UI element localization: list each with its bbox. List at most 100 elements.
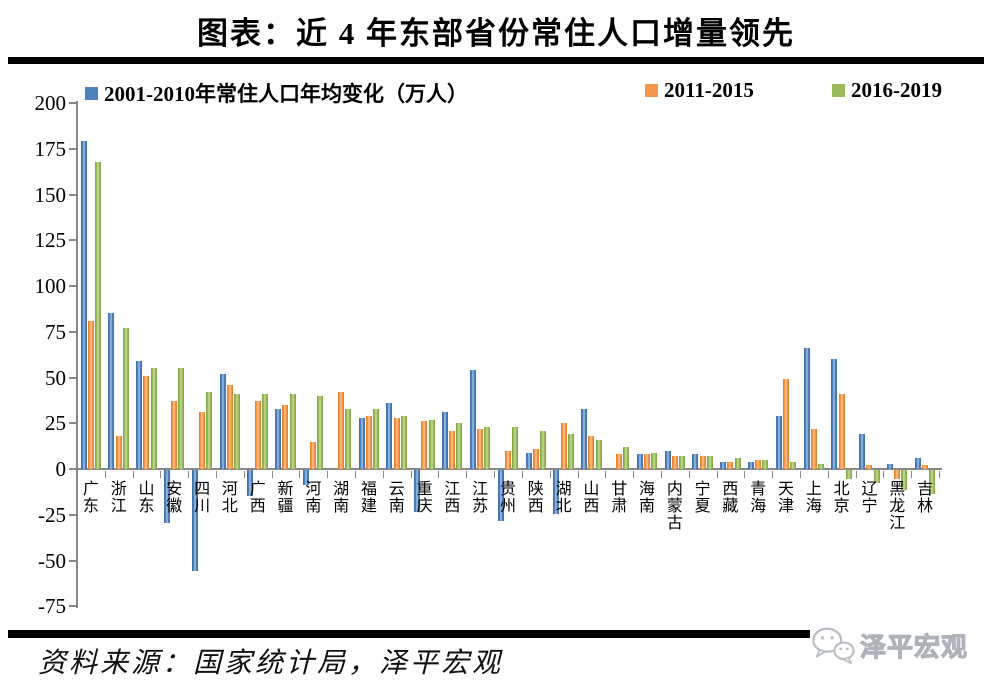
bar-河北-2016-2019: [234, 393, 241, 469]
bar-辽宁-2016-2019: [873, 470, 880, 483]
x-axis-label-福建: 福建: [360, 481, 377, 515]
x-axis-tick: [271, 471, 273, 478]
bar-新疆-2001-2010年常住人口年均变化（万人）: [275, 408, 282, 469]
y-axis-tick: [69, 147, 77, 150]
title-divider: [8, 57, 984, 64]
bar-湖北-2011-2015: [560, 423, 567, 469]
x-axis-tick: [327, 471, 329, 478]
bar-浙江-2011-2015: [115, 436, 122, 469]
legend-label-2011-2015: 2011-2015: [664, 78, 754, 102]
bar-安徽-2011-2015: [171, 401, 178, 469]
bar-广西-2001-2010年常住人口年均变化（万人）: [247, 470, 254, 496]
y-axis-label: 150: [34, 182, 67, 207]
x-axis-label-贵州: 贵州: [499, 481, 516, 515]
legend-swatch-orange: [645, 84, 658, 97]
bar-上海-2016-2019: [817, 463, 824, 469]
bar-山西-2011-2015: [588, 436, 595, 469]
bar-浙江-2001-2010年常住人口年均变化（万人）: [108, 313, 115, 469]
bar-广东-2011-2015: [87, 320, 94, 469]
bar-四川-2016-2019: [206, 392, 213, 469]
bar-黑龙江-2011-2015: [894, 470, 901, 480]
bar-山西-2016-2019: [595, 439, 602, 469]
bar-新疆-2016-2019: [289, 393, 296, 469]
x-axis-label-宁夏: 宁夏: [694, 481, 711, 515]
bar-北京-2016-2019: [845, 470, 852, 480]
bar-四川-2011-2015: [199, 412, 206, 469]
bar-内蒙古-2011-2015: [671, 456, 678, 469]
x-axis-tick: [939, 471, 940, 478]
bar-江苏-2011-2015: [477, 428, 484, 469]
bar-广东-2016-2019: [95, 161, 101, 469]
x-axis-label-广东: 广东: [82, 481, 99, 515]
chart-legend: 2001-2010年常住人口年均变化（万人） 2011-2015 2016-20…: [0, 78, 992, 106]
x-axis-tick: [633, 471, 635, 478]
bar-内蒙古-2001-2010年常住人口年均变化（万人）: [664, 450, 671, 469]
bar-上海-2001-2010年常住人口年均变化（万人）: [803, 348, 810, 469]
bar-天津-2011-2015: [782, 379, 789, 469]
x-axis-label-四川: 四川: [194, 481, 211, 515]
x-axis-tick: [744, 471, 746, 478]
bar-安徽-2016-2019: [178, 368, 185, 469]
bar-贵州-2011-2015: [504, 450, 511, 469]
bar-江西-2001-2010年常住人口年均变化（万人）: [442, 412, 449, 469]
x-axis-tick: [688, 471, 690, 478]
x-axis-label-海南: 海南: [639, 481, 656, 515]
x-axis-line: [76, 468, 942, 470]
legend-label-2016-2019: 2016-2019: [851, 78, 942, 102]
bar-山东-2011-2015: [143, 375, 150, 469]
y-axis-tick: [69, 605, 77, 608]
x-axis-tick: [883, 471, 885, 478]
bar-江西-2011-2015: [449, 430, 456, 469]
bar-新疆-2011-2015: [282, 404, 289, 469]
y-axis-tick: [69, 239, 77, 242]
x-axis-label-湖南: 湖南: [333, 481, 350, 515]
x-axis-tick: [799, 471, 801, 478]
bar-江西-2016-2019: [456, 423, 463, 469]
bar-广东-2001-2010年常住人口年均变化（万人）: [80, 141, 87, 469]
bar-河南-2001-2010年常住人口年均变化（万人）: [303, 470, 310, 485]
x-axis-tick: [410, 471, 412, 478]
bar-天津-2016-2019: [790, 461, 797, 469]
bar-北京-2011-2015: [838, 393, 845, 469]
bar-辽宁-2011-2015: [866, 465, 873, 469]
brand-logo-text: 泽平宏观: [859, 632, 969, 662]
bar-西藏-2016-2019: [734, 458, 741, 469]
x-axis-label-陕西: 陕西: [527, 481, 544, 515]
bar-西藏-2001-2010年常住人口年均变化（万人）: [720, 461, 727, 469]
bar-青海-2016-2019: [762, 459, 769, 469]
y-axis-label: -50: [38, 548, 66, 573]
y-axis-label: 25: [45, 411, 66, 436]
bar-广西-2011-2015: [254, 401, 261, 469]
x-axis-label-青海: 青海: [750, 481, 767, 515]
y-axis-label: 125: [34, 228, 67, 253]
y-axis-label: 0: [55, 457, 67, 481]
x-axis-tick: [521, 471, 523, 478]
bar-江苏-2001-2010年常住人口年均变化（万人）: [469, 370, 476, 469]
x-axis-label-河北: 河北: [221, 481, 238, 515]
x-axis-tick: [911, 471, 913, 478]
x-axis-label-甘肃: 甘肃: [611, 481, 628, 515]
bar-宁夏-2011-2015: [699, 456, 706, 469]
bar-重庆-2011-2015: [421, 421, 428, 469]
x-axis-label-云南: 云南: [388, 481, 405, 515]
bar-广西-2016-2019: [261, 393, 268, 469]
x-axis-tick: [243, 471, 245, 478]
bar-山东-2016-2019: [150, 368, 157, 469]
x-axis-label-江西: 江西: [444, 481, 461, 515]
bar-宁夏-2001-2010年常住人口年均变化（万人）: [692, 454, 699, 469]
bar-安徽-2001-2010年常住人口年均变化（万人）: [164, 470, 171, 524]
y-axis-line: [76, 101, 78, 608]
x-axis-tick: [577, 471, 579, 478]
legend-label-2001-2010: 2001-2010年常住人口年均变化（万人）: [104, 82, 468, 106]
y-axis-tick: [69, 330, 77, 333]
bar-重庆-2001-2010年常住人口年均变化（万人）: [414, 470, 421, 513]
y-axis-label: 175: [34, 136, 67, 161]
x-axis-label-新疆: 新疆: [277, 481, 294, 515]
bar-北京-2001-2010年常住人口年均变化（万人）: [831, 359, 838, 469]
footer-divider: [8, 630, 992, 638]
x-axis-label-湖北: 湖北: [555, 481, 572, 515]
bar-河北-2011-2015: [226, 384, 233, 469]
bar-福建-2016-2019: [373, 408, 380, 469]
x-axis-label-河南: 河南: [305, 481, 322, 515]
